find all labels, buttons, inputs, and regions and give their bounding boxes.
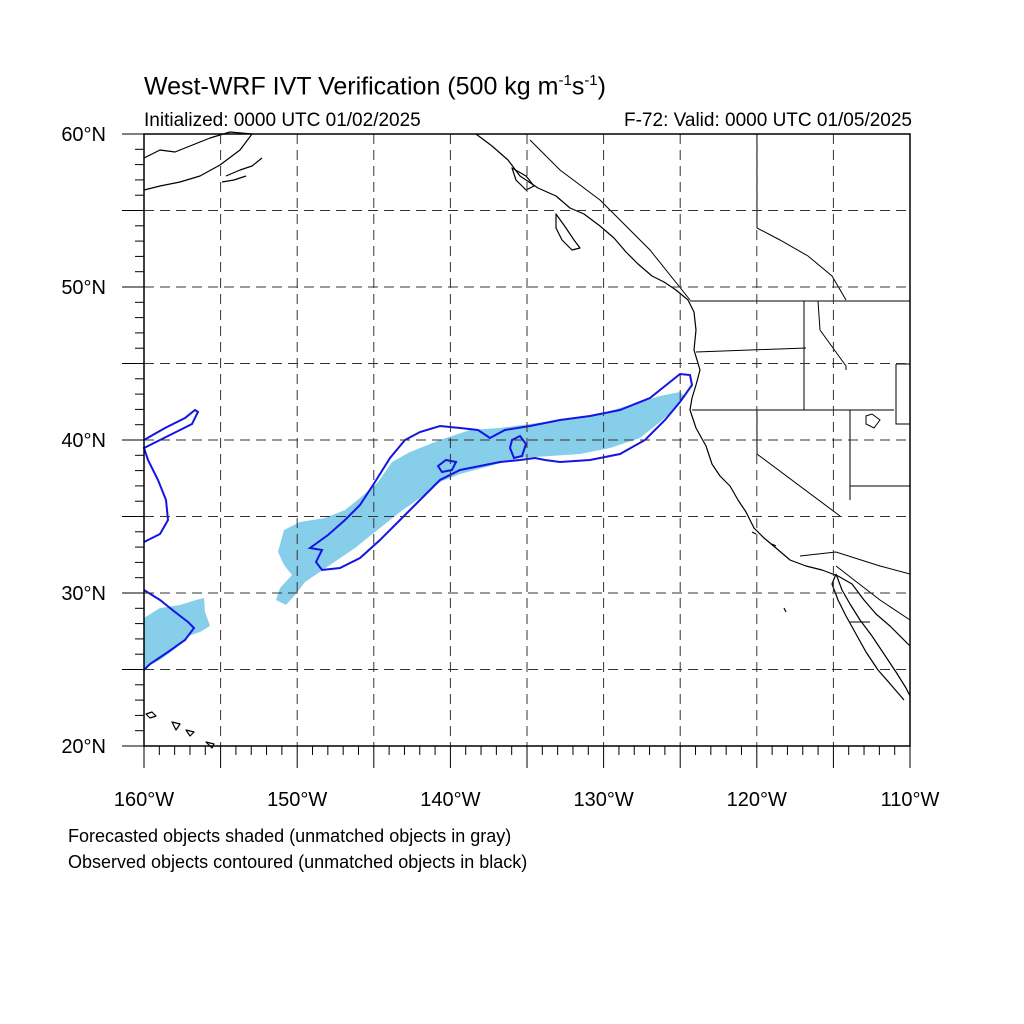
- great-salt-lake: [865, 413, 881, 429]
- observed-object-northwest: [142, 408, 200, 543]
- coastlines: [143, 131, 911, 749]
- political-boundaries: [529, 134, 911, 623]
- alaska-canada-border: [529, 139, 691, 301]
- gridlines: [144, 134, 910, 746]
- bc-islands: [511, 167, 581, 251]
- lon-tick-label: 150°W: [267, 789, 327, 811]
- lon-tick-label: 130°W: [573, 789, 633, 811]
- wy-border: [895, 363, 910, 425]
- lon-tick-label: 140°W: [420, 789, 480, 811]
- map-title: West-WRF IVT Verification (500 kg m-1s-1…: [144, 72, 606, 101]
- forecast-object-main: [276, 392, 684, 605]
- observed-object-main: [307, 372, 694, 572]
- baja-california: [831, 573, 911, 701]
- axis-ticks: [122, 133, 911, 768]
- gulf-of-alaska-coast: [475, 133, 911, 647]
- nv-ca-border: [756, 410, 841, 517]
- forecast-object-southwest: [144, 598, 210, 668]
- lon-tick-label: 110°W: [881, 789, 940, 811]
- lat-tick-label: 60°N: [61, 124, 106, 146]
- valid-time-label: F-72: Valid: 0000 UTC 01/05/2025: [624, 110, 912, 131]
- lat-tick-label: 30°N: [61, 583, 106, 605]
- lat-tick-label: 50°N: [61, 277, 106, 299]
- lon-tick-label: 160°W: [114, 789, 174, 811]
- init-time-label: Initialized: 0000 UTC 01/02/2025: [144, 110, 421, 131]
- lon-tick-label: 120°W: [727, 789, 787, 811]
- observed-note: Observed objects contoured (unmatched ob…: [68, 852, 528, 872]
- observed-object-inner-loop: [436, 458, 458, 474]
- hawaii-islands: [145, 711, 215, 749]
- lat-tick-label: 20°N: [61, 736, 106, 758]
- us-mexico-border: [799, 551, 911, 575]
- idaho-border: [803, 300, 847, 410]
- channel-islands: [751, 531, 787, 613]
- forecast-objects: [144, 392, 684, 668]
- lat-tick-label: 40°N: [61, 430, 106, 452]
- observed-object-southwest: [143, 589, 196, 671]
- canada-internal-border: [756, 134, 847, 301]
- axis-labels: 160°W 150°W 140°W 130°W 120°W 110°W 20°N 30°N 40…: [61, 124, 939, 811]
- alaska-coast: [143, 131, 253, 191]
- observed-object-notch: [508, 434, 528, 460]
- wa-or-border: [695, 347, 807, 353]
- alaska-islands: [221, 157, 263, 183]
- forecast-note: Forecasted objects shaded (unmatched obj…: [68, 826, 512, 846]
- mexico-internal: [835, 565, 911, 623]
